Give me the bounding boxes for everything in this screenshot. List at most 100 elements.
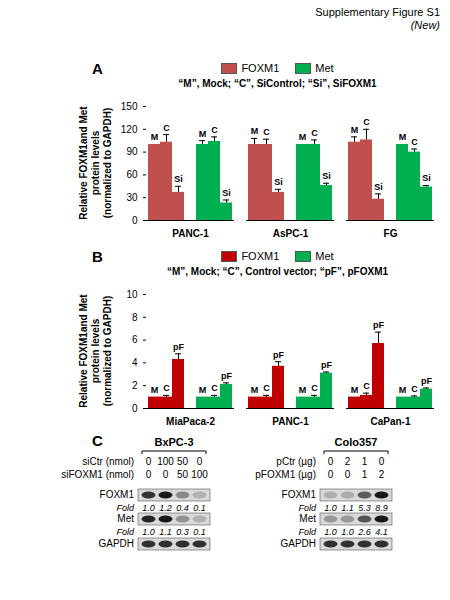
svg-text:60: 60 [126,169,138,180]
svg-text:2: 2 [379,469,385,480]
svg-text:1.0: 1.0 [142,527,155,537]
svg-text:Fold: Fold [116,503,135,513]
svg-text:0: 0 [328,469,334,480]
svg-text:pF: pF [221,371,232,381]
svg-text:50: 50 [177,469,189,480]
svg-text:Met: Met [299,513,316,524]
svg-text:Colo357: Colo357 [335,436,378,448]
svg-text:1.0: 1.0 [324,503,337,513]
svg-text:0.4: 0.4 [176,503,189,513]
svg-text:M: M [199,385,207,395]
svg-text:8.9: 8.9 [375,503,388,513]
svg-text:2: 2 [345,456,351,467]
svg-text:2.6: 2.6 [357,527,371,537]
svg-text:50: 50 [177,456,189,467]
svg-text:BxPC-3: BxPC-3 [154,436,193,448]
svg-text:10: 10 [126,289,138,300]
svg-text:1.2: 1.2 [159,503,172,513]
svg-text:0: 0 [146,456,152,467]
svg-text:C: C [211,125,218,135]
svg-text:M: M [151,132,159,142]
svg-text:1.1: 1.1 [341,503,354,513]
svg-text:C: C [311,128,318,138]
svg-text:1: 1 [362,469,368,480]
svg-text:C: C [163,383,170,393]
svg-text:C: C [263,127,270,137]
svg-text:0: 0 [197,456,203,467]
svg-text:0.3: 0.3 [176,527,189,537]
svg-text:2: 2 [132,380,138,391]
svg-text:siFOXM1 (nmol): siFOXM1 (nmol) [61,469,134,480]
svg-text:M: M [151,385,159,395]
svg-text:Fold: Fold [298,527,317,537]
svg-text:90: 90 [126,146,138,157]
svg-text:Si: Si [222,188,231,198]
svg-text:C: C [363,381,370,391]
svg-text:MiaPaca-2: MiaPaca-2 [166,416,215,427]
svg-text:pFOXM1 (µg): pFOXM1 (µg) [255,469,316,480]
svg-text:pF: pF [173,342,184,352]
svg-text:M: M [351,125,359,135]
svg-text:M: M [399,385,407,395]
svg-text:FOXM1: FOXM1 [282,489,317,500]
svg-text:100: 100 [157,456,174,467]
svg-text:6: 6 [132,334,138,345]
svg-text:Met: Met [117,513,134,524]
svg-text:1.0: 1.0 [324,527,337,537]
svg-text:4: 4 [132,357,138,368]
svg-text:0.1: 0.1 [193,503,206,513]
svg-text:30: 30 [126,192,138,203]
svg-text:M: M [199,129,207,139]
svg-text:4.1: 4.1 [375,527,388,537]
svg-text:siCtr (nmol): siCtr (nmol) [82,456,134,467]
svg-text:150: 150 [121,101,138,112]
svg-text:0: 0 [379,456,385,467]
svg-text:M: M [299,385,307,395]
svg-text:CaPan-1: CaPan-1 [370,416,410,427]
svg-text:GAPDH: GAPDH [280,538,316,549]
svg-text:Si: Si [322,171,331,181]
svg-text:FOXM1: FOXM1 [100,489,135,500]
svg-text:C: C [411,384,418,394]
svg-text:M: M [251,385,259,395]
svg-text:pF: pF [273,350,284,360]
svg-text:C: C [211,383,218,393]
svg-text:Fold: Fold [298,503,317,513]
svg-text:M: M [399,132,407,142]
svg-text:GAPDH: GAPDH [98,538,134,549]
svg-text:5.3: 5.3 [358,503,371,513]
svg-text:120: 120 [121,124,138,135]
svg-text:C: C [263,383,270,393]
svg-text:Fold: Fold [116,527,135,537]
svg-text:Si: Si [274,177,283,187]
svg-text:0: 0 [163,469,169,480]
svg-text:M: M [299,132,307,142]
svg-text:PANC-1: PANC-1 [172,228,209,239]
svg-text:100: 100 [191,469,208,480]
svg-text:8: 8 [132,312,138,323]
svg-text:0.1: 0.1 [193,527,206,537]
svg-text:pF: pF [321,360,332,370]
svg-text:PANC-1: PANC-1 [272,416,309,427]
svg-text:M: M [251,126,259,136]
svg-text:1.0: 1.0 [142,503,155,513]
svg-text:0: 0 [132,215,138,226]
svg-text:C: C [311,383,318,393]
svg-text:pCtr (µg): pCtr (µg) [276,456,316,467]
svg-text:0: 0 [146,469,152,480]
svg-text:1: 1 [362,456,368,467]
svg-text:AsPC-1: AsPC-1 [273,228,309,239]
svg-text:Si: Si [374,182,383,192]
svg-text:0: 0 [132,403,138,414]
svg-text:FG: FG [384,228,398,239]
svg-text:0: 0 [328,456,334,467]
svg-text:pF: pF [373,320,384,330]
svg-text:0: 0 [345,469,351,480]
svg-text:C: C [363,117,370,127]
svg-text:M: M [351,385,359,395]
svg-text:1.1: 1.1 [159,527,172,537]
svg-text:pF: pF [421,376,432,386]
svg-text:Si: Si [422,173,431,183]
svg-text:C: C [163,123,170,133]
svg-text:1.0: 1.0 [341,527,354,537]
